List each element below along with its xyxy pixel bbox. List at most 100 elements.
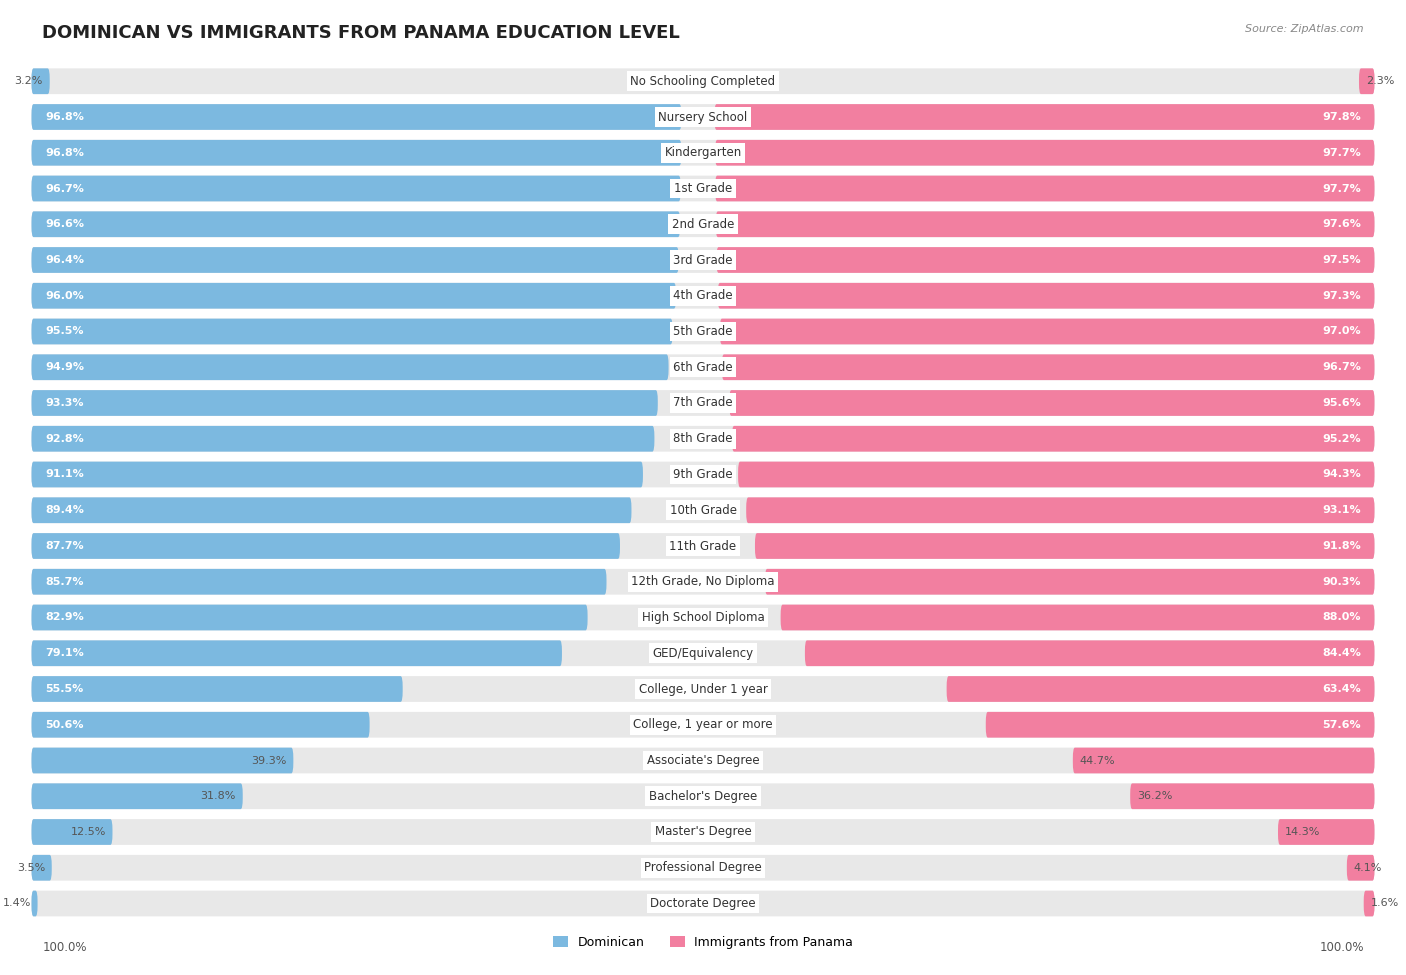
Text: 95.2%: 95.2% <box>1323 434 1361 444</box>
FancyBboxPatch shape <box>780 604 1375 631</box>
Text: Kindergarten: Kindergarten <box>665 146 741 159</box>
FancyBboxPatch shape <box>1278 819 1375 845</box>
FancyBboxPatch shape <box>31 855 1375 880</box>
Text: 39.3%: 39.3% <box>252 756 287 765</box>
Text: 63.4%: 63.4% <box>1322 684 1361 694</box>
FancyBboxPatch shape <box>31 890 38 916</box>
FancyBboxPatch shape <box>31 748 294 773</box>
Text: 95.5%: 95.5% <box>45 327 83 336</box>
Text: 4th Grade: 4th Grade <box>673 290 733 302</box>
FancyBboxPatch shape <box>31 568 1375 595</box>
Text: 87.7%: 87.7% <box>45 541 83 551</box>
Text: 93.3%: 93.3% <box>45 398 83 408</box>
Text: 96.8%: 96.8% <box>45 148 84 158</box>
Text: 50.6%: 50.6% <box>45 720 83 729</box>
Text: 36.2%: 36.2% <box>1137 792 1173 801</box>
FancyBboxPatch shape <box>1364 890 1375 916</box>
FancyBboxPatch shape <box>31 712 370 738</box>
FancyBboxPatch shape <box>31 68 49 95</box>
Text: 57.6%: 57.6% <box>1323 720 1361 729</box>
FancyBboxPatch shape <box>730 390 1375 416</box>
Text: 96.0%: 96.0% <box>45 291 84 300</box>
FancyBboxPatch shape <box>31 283 676 309</box>
FancyBboxPatch shape <box>716 139 1375 166</box>
FancyBboxPatch shape <box>31 247 679 273</box>
FancyBboxPatch shape <box>765 568 1375 595</box>
FancyBboxPatch shape <box>31 748 1375 773</box>
FancyBboxPatch shape <box>720 319 1375 344</box>
FancyBboxPatch shape <box>31 139 1375 166</box>
FancyBboxPatch shape <box>733 426 1375 451</box>
FancyBboxPatch shape <box>718 283 1375 309</box>
Text: 79.1%: 79.1% <box>45 648 84 658</box>
Text: 94.3%: 94.3% <box>1322 470 1361 480</box>
Text: 1.6%: 1.6% <box>1371 899 1399 909</box>
Text: 90.3%: 90.3% <box>1323 577 1361 587</box>
FancyBboxPatch shape <box>716 212 1375 237</box>
FancyBboxPatch shape <box>1347 855 1375 880</box>
Text: 11th Grade: 11th Grade <box>669 539 737 553</box>
Text: 96.7%: 96.7% <box>45 183 84 193</box>
Text: 1st Grade: 1st Grade <box>673 182 733 195</box>
Text: High School Diploma: High School Diploma <box>641 611 765 624</box>
FancyBboxPatch shape <box>1360 68 1375 95</box>
Text: 96.6%: 96.6% <box>45 219 84 229</box>
Text: 97.7%: 97.7% <box>1322 183 1361 193</box>
Text: 10th Grade: 10th Grade <box>669 504 737 517</box>
Text: 97.7%: 97.7% <box>1322 148 1361 158</box>
Text: 9th Grade: 9th Grade <box>673 468 733 481</box>
Text: 100.0%: 100.0% <box>42 941 87 954</box>
FancyBboxPatch shape <box>31 641 1375 666</box>
Text: Professional Degree: Professional Degree <box>644 861 762 875</box>
Text: College, Under 1 year: College, Under 1 year <box>638 682 768 695</box>
Text: 31.8%: 31.8% <box>201 792 236 801</box>
FancyBboxPatch shape <box>31 319 1375 344</box>
FancyBboxPatch shape <box>31 676 1375 702</box>
FancyBboxPatch shape <box>31 390 1375 416</box>
FancyBboxPatch shape <box>31 604 1375 631</box>
FancyBboxPatch shape <box>31 819 112 845</box>
Text: 96.4%: 96.4% <box>45 255 84 265</box>
FancyBboxPatch shape <box>31 283 1375 309</box>
FancyBboxPatch shape <box>31 426 1375 451</box>
Text: Bachelor's Degree: Bachelor's Degree <box>650 790 756 802</box>
Text: 85.7%: 85.7% <box>45 577 83 587</box>
FancyBboxPatch shape <box>31 497 631 524</box>
FancyBboxPatch shape <box>31 212 1375 237</box>
Text: 4.1%: 4.1% <box>1354 863 1382 873</box>
Text: 97.3%: 97.3% <box>1323 291 1361 300</box>
FancyBboxPatch shape <box>31 104 1375 130</box>
FancyBboxPatch shape <box>31 68 1375 95</box>
FancyBboxPatch shape <box>946 676 1375 702</box>
FancyBboxPatch shape <box>31 533 1375 559</box>
FancyBboxPatch shape <box>31 461 643 488</box>
Text: 12.5%: 12.5% <box>70 827 105 837</box>
Text: 2nd Grade: 2nd Grade <box>672 217 734 231</box>
FancyBboxPatch shape <box>1130 783 1375 809</box>
FancyBboxPatch shape <box>31 461 1375 488</box>
Text: Master's Degree: Master's Degree <box>655 826 751 838</box>
Text: 3rd Grade: 3rd Grade <box>673 254 733 266</box>
FancyBboxPatch shape <box>31 139 682 166</box>
Text: 5th Grade: 5th Grade <box>673 325 733 338</box>
FancyBboxPatch shape <box>31 783 1375 809</box>
FancyBboxPatch shape <box>755 533 1375 559</box>
Text: 97.8%: 97.8% <box>1322 112 1361 122</box>
FancyBboxPatch shape <box>804 641 1375 666</box>
Text: Doctorate Degree: Doctorate Degree <box>650 897 756 910</box>
Text: Source: ZipAtlas.com: Source: ZipAtlas.com <box>1246 24 1364 34</box>
FancyBboxPatch shape <box>716 176 1375 202</box>
FancyBboxPatch shape <box>31 676 402 702</box>
FancyBboxPatch shape <box>31 319 672 344</box>
FancyBboxPatch shape <box>31 604 588 631</box>
Text: 2.3%: 2.3% <box>1365 76 1395 86</box>
FancyBboxPatch shape <box>31 212 681 237</box>
Text: 14.3%: 14.3% <box>1285 827 1320 837</box>
Text: 100.0%: 100.0% <box>1319 941 1364 954</box>
FancyBboxPatch shape <box>31 247 1375 273</box>
Text: 55.5%: 55.5% <box>45 684 83 694</box>
FancyBboxPatch shape <box>714 104 1375 130</box>
FancyBboxPatch shape <box>31 176 1375 202</box>
Text: 96.8%: 96.8% <box>45 112 84 122</box>
Legend: Dominican, Immigrants from Panama: Dominican, Immigrants from Panama <box>547 931 859 954</box>
